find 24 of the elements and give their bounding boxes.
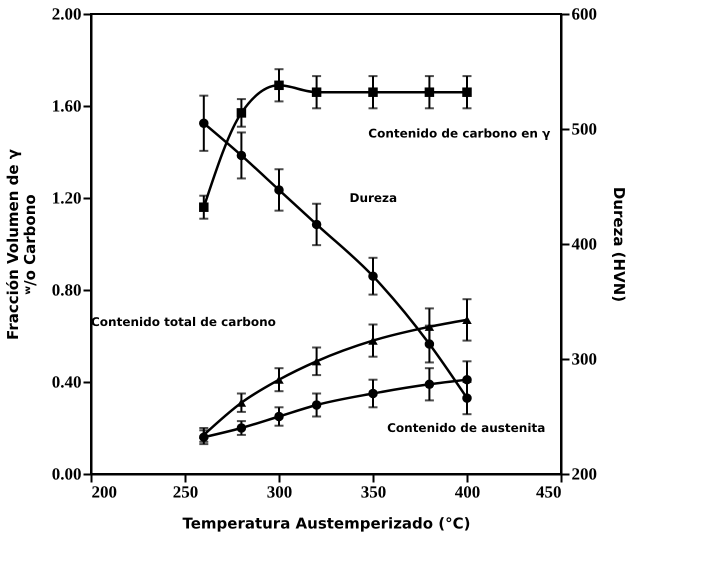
y2-axis-title: Dureza (HVN) [610,186,628,302]
x-tick-label: 250 [172,482,198,502]
annotation: Contenido de austenita [387,421,546,435]
y2-tick-label: 400 [572,234,597,254]
annotation: Contenido total de carbono [91,315,276,330]
y2-tick-label: 300 [572,350,597,368]
x-axis-title: Temperatura Austemperizado (°C) [182,514,471,532]
y2-tick-label: 500 [572,120,597,138]
y2-tick-label: 600 [572,4,597,24]
y-tick-label: 1.20 [52,188,82,208]
annotation: Dureza [350,191,398,205]
y-tick-label: 2.00 [52,4,82,24]
y-axis-title: Fracción Volumen de γ ʷ/o Carbono [4,149,39,340]
y-tick-label: 1.60 [52,96,82,116]
annotation: Contenido de carbono en γ [368,126,550,141]
x-tick-label: 400 [454,482,480,502]
x-tick-label: 450 [536,482,562,502]
y-tick-label: 0.40 [52,372,82,392]
x-tick-label: 350 [360,482,386,502]
x-tick-label: 300 [266,482,292,502]
y-tick-label: 0.00 [52,464,82,484]
y-tick-label: 0.80 [52,280,82,300]
x-tick-label: 200 [92,482,117,502]
y2-tick-label: 200 [572,464,597,484]
